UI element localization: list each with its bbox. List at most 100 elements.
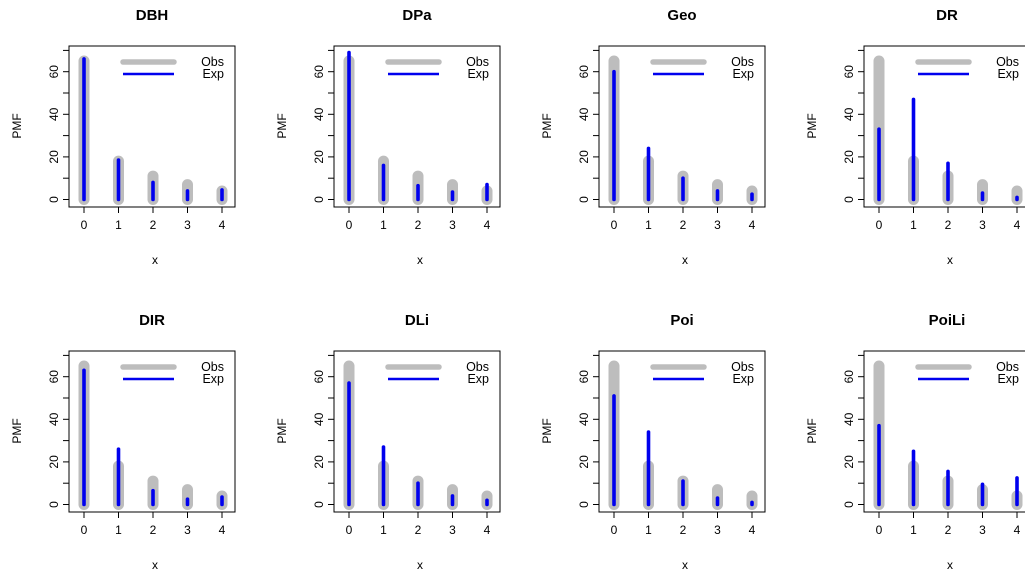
legend-observed-label: Obs — [996, 55, 1019, 69]
y-tick-label: 20 — [312, 150, 326, 164]
legend-expected-label: Exp — [467, 372, 489, 386]
legend-observed-label: Obs — [731, 360, 754, 374]
legend-expected-label: Exp — [202, 372, 224, 386]
y-tick-label: 60 — [312, 370, 326, 384]
y-axis-label: PMF — [275, 418, 289, 443]
panel-title: Poi — [670, 312, 693, 329]
y-axis: 0 20 40 60 — [47, 49, 69, 203]
legend-observed-label: Obs — [466, 360, 489, 374]
panel-title: DPa — [402, 7, 432, 24]
y-tick-label: 60 — [577, 65, 591, 79]
panel-title: PoiLi — [929, 312, 966, 329]
plot-frame — [333, 350, 501, 513]
panel-title: DBH — [136, 7, 169, 24]
x-tick-label: 4 — [749, 218, 756, 232]
y-tick-label: 0 — [842, 501, 856, 508]
panel-title: Geo — [667, 7, 696, 24]
y-tick-label: 20 — [312, 455, 326, 469]
x-tick-label: 0 — [81, 523, 88, 537]
x-axis: 0 1 2 3 4 — [611, 512, 756, 537]
x-tick-label: 2 — [945, 218, 952, 232]
x-tick-label: 3 — [449, 218, 456, 232]
y-tick-label: 0 — [577, 196, 591, 203]
legend-expected-label: Exp — [467, 67, 489, 81]
y-tick-label: 40 — [47, 107, 61, 121]
y-axis: 0 20 40 60 — [842, 49, 864, 203]
x-tick-label: 3 — [449, 523, 456, 537]
x-tick-label: 3 — [714, 218, 721, 232]
plot-frame — [863, 45, 1025, 208]
legend-expected-label: Exp — [997, 372, 1019, 386]
x-tick-label: 1 — [380, 523, 387, 537]
y-axis-label: PMF — [275, 113, 289, 138]
x-tick-label: 3 — [184, 523, 191, 537]
x-axis: 0 1 2 3 4 — [876, 207, 1021, 232]
legend-expected-label: Exp — [202, 67, 224, 81]
plot-frame — [68, 45, 236, 208]
y-axis-label: PMF — [805, 113, 819, 138]
x-tick-label: 2 — [945, 523, 952, 537]
y-tick-label: 0 — [47, 501, 61, 508]
x-tick-label: 0 — [876, 218, 883, 232]
y-tick-label: 60 — [842, 370, 856, 384]
panel-title: DR — [936, 7, 958, 24]
y-tick-label: 60 — [312, 65, 326, 79]
y-tick-label: 0 — [842, 196, 856, 203]
x-axis: 0 1 2 3 4 — [81, 512, 226, 537]
x-axis-label: x — [947, 253, 953, 267]
x-axis-label: x — [682, 558, 688, 572]
x-tick-label: 4 — [1014, 218, 1021, 232]
x-tick-label: 1 — [115, 523, 122, 537]
x-axis: 0 1 2 3 4 — [346, 512, 491, 537]
x-tick-label: 1 — [645, 218, 652, 232]
y-axis-label: PMF — [10, 418, 24, 443]
y-tick-label: 40 — [47, 412, 61, 426]
legend-observed-label: Obs — [996, 360, 1019, 374]
y-axis-label: PMF — [540, 113, 554, 138]
y-axis: 0 20 40 60 — [312, 49, 334, 203]
x-tick-label: 3 — [979, 523, 986, 537]
y-axis-label: PMF — [540, 418, 554, 443]
legend-observed-label: Obs — [201, 360, 224, 374]
x-tick-label: 4 — [484, 523, 491, 537]
x-axis-label: x — [682, 253, 688, 267]
x-tick-label: 2 — [680, 218, 687, 232]
y-tick-label: 20 — [47, 150, 61, 164]
x-axis: 0 1 2 3 4 — [81, 207, 226, 232]
y-axis-label: PMF — [805, 418, 819, 443]
y-axis: 0 20 40 60 — [577, 354, 599, 508]
y-tick-label: 40 — [312, 412, 326, 426]
y-tick-label: 40 — [842, 412, 856, 426]
panel-title: DLi — [405, 312, 429, 329]
x-tick-label: 0 — [346, 218, 353, 232]
y-tick-label: 60 — [577, 370, 591, 384]
x-tick-label: 3 — [184, 218, 191, 232]
x-axis: 0 1 2 3 4 — [876, 512, 1021, 537]
x-tick-label: 1 — [910, 523, 917, 537]
x-tick-label: 2 — [150, 218, 157, 232]
x-axis: 0 1 2 3 4 — [611, 207, 756, 232]
x-tick-label: 2 — [150, 523, 157, 537]
x-tick-label: 3 — [714, 523, 721, 537]
legend-expected-label: Exp — [732, 67, 754, 81]
plot-frame — [598, 45, 766, 208]
y-axis-label: PMF — [10, 113, 24, 138]
plot-frame — [333, 45, 501, 208]
x-axis-label: x — [417, 253, 423, 267]
x-axis-label: x — [152, 253, 158, 267]
y-tick-label: 20 — [47, 455, 61, 469]
y-tick-label: 60 — [842, 65, 856, 79]
y-tick-label: 0 — [312, 196, 326, 203]
legend-expected-label: Exp — [997, 67, 1019, 81]
x-tick-label: 2 — [415, 218, 422, 232]
plot-frame — [68, 350, 236, 513]
x-tick-label: 3 — [979, 218, 986, 232]
